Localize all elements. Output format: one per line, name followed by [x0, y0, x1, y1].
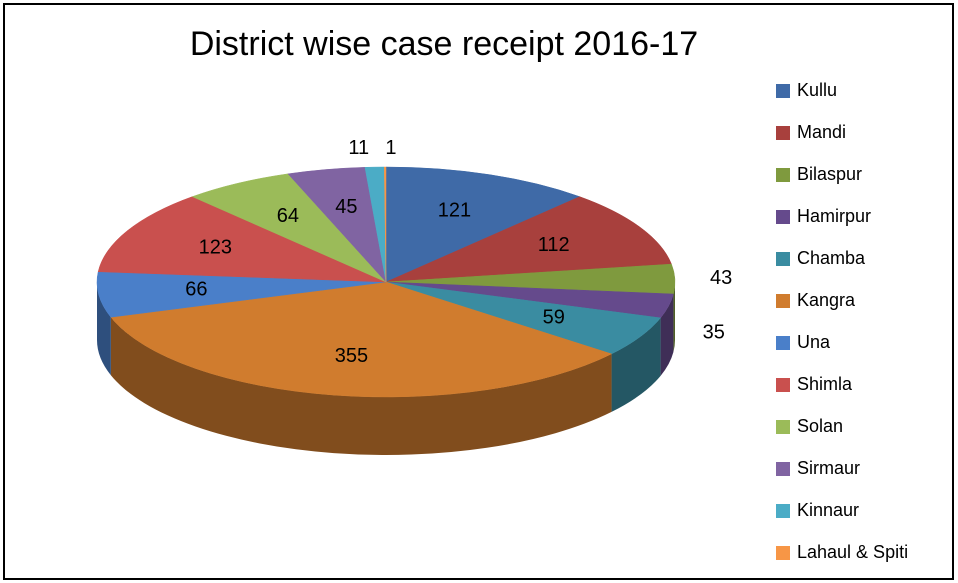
data-label: 1 — [385, 137, 396, 159]
pie-walls — [97, 282, 675, 455]
data-label: 112 — [538, 234, 570, 256]
legend-swatch — [776, 336, 790, 350]
legend-swatch — [776, 504, 790, 518]
legend-label: Solan — [797, 416, 843, 436]
pie-slice — [96, 271, 387, 318]
legend-label: Bilaspur — [797, 164, 862, 184]
legend-label: Kangra — [797, 290, 856, 310]
pie-tops — [96, 166, 676, 398]
legend-swatch — [776, 84, 790, 98]
data-label: 35 — [703, 321, 725, 343]
legend-label: Chamba — [797, 248, 866, 268]
legend-swatch — [776, 210, 790, 224]
data-label: 121 — [438, 199, 471, 221]
pie-wall — [110, 317, 612, 455]
chart-title: District wise case receipt 2016-17 — [190, 25, 698, 63]
pie-slice — [385, 166, 581, 283]
legend-swatch — [776, 294, 790, 308]
legend-label: Kinnaur — [797, 500, 859, 520]
pie-wall — [673, 282, 675, 353]
pie-wall — [611, 317, 661, 412]
data-label: 123 — [199, 236, 232, 258]
data-label: 64 — [277, 205, 299, 227]
legend-label: Shimla — [797, 374, 853, 394]
legend-label: Kullu — [797, 80, 837, 100]
legend-swatch — [776, 420, 790, 434]
data-label: 11 — [348, 137, 369, 159]
legend-label: Mandi — [797, 122, 846, 142]
legend-label: Lahaul & Spiti — [797, 542, 908, 562]
pie-wall — [660, 294, 674, 376]
legend-swatch — [776, 378, 790, 392]
data-label: 66 — [185, 279, 207, 301]
legend-swatch — [776, 168, 790, 182]
legend-label: Hamirpur — [797, 206, 871, 226]
data-label: 43 — [710, 267, 732, 289]
legend-swatch — [776, 252, 790, 266]
pie-slice — [110, 281, 613, 398]
data-label: 59 — [543, 306, 565, 328]
pie-slice — [385, 196, 672, 283]
data-label: 355 — [335, 345, 368, 367]
pie-slice — [97, 196, 387, 283]
pie-wall — [97, 282, 111, 376]
legend-label: Una — [797, 332, 831, 352]
legend-label: Sirmaur — [797, 458, 860, 478]
data-label: 45 — [335, 196, 357, 218]
legend-swatch — [776, 462, 790, 476]
legend-swatch — [776, 546, 790, 560]
legend-swatch — [776, 126, 790, 140]
pie-slice — [383, 166, 387, 283]
